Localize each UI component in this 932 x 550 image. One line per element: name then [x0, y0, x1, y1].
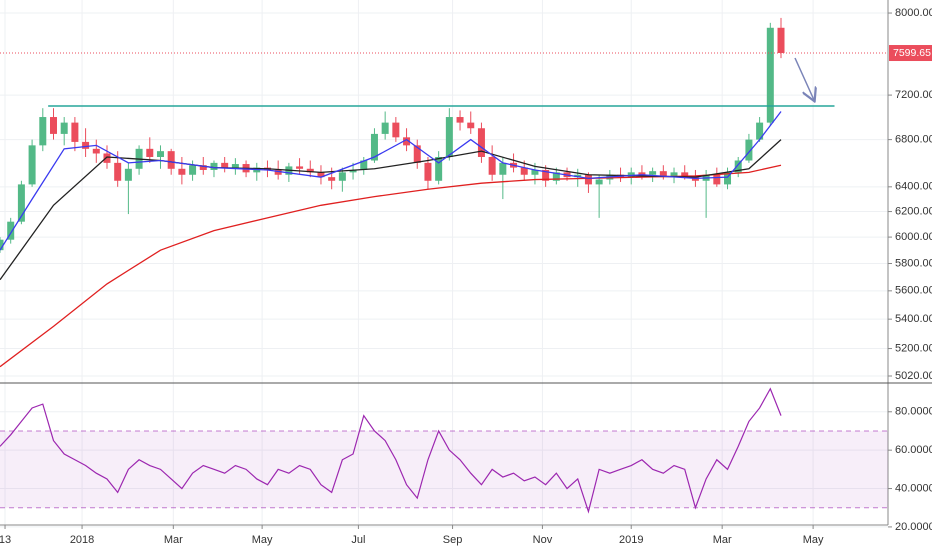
candle-body [0, 239, 4, 251]
y-tick-label: 7200.00 [895, 89, 932, 101]
candle-body [477, 128, 485, 157]
rsi-band [0, 430, 888, 508]
candle-body [595, 179, 603, 185]
candle-body [435, 156, 443, 181]
candle-body [413, 145, 421, 163]
x-tick-label: 2019 [619, 534, 643, 546]
y-tick-label: 6800.00 [895, 134, 932, 146]
candle-body [167, 151, 175, 169]
candle-body [7, 221, 15, 240]
x-tick-label: Sep [443, 534, 463, 546]
x-tick-label: 13 [0, 534, 11, 546]
candle-body [766, 27, 774, 123]
candle-body [349, 169, 357, 173]
x-tick-label: May [803, 534, 824, 546]
candle-body [49, 117, 57, 134]
candle-body [231, 164, 239, 168]
candle-body [649, 171, 657, 175]
candle-body [659, 171, 667, 176]
candle-body [756, 122, 764, 140]
candle-body [403, 137, 411, 146]
y-tick-label: 5200.00 [895, 342, 932, 354]
y-tick-label: 5800.00 [895, 257, 932, 269]
y-tick-label: 6000.00 [895, 231, 932, 243]
candle-body [328, 177, 336, 181]
candle-body [488, 156, 496, 175]
candle-body [456, 117, 464, 123]
candle-body [114, 162, 122, 181]
x-tick-label: May [252, 534, 273, 546]
candle-body [221, 162, 229, 168]
candle-body [584, 174, 592, 185]
rsi-line [0, 387, 782, 514]
candle-body [392, 122, 400, 138]
candle-body [574, 174, 582, 178]
candle-body [499, 162, 507, 175]
candle-body [627, 172, 635, 178]
candle-body [124, 168, 132, 181]
candle-body [306, 168, 314, 173]
x-tick-label: 2018 [70, 534, 94, 546]
x-tick-label: Mar [164, 534, 183, 546]
candle-body [552, 172, 560, 181]
y-tick-label: 6200.00 [895, 205, 932, 217]
candle-body [189, 165, 197, 175]
y-tick-label: 40.0000 [895, 482, 932, 494]
arrow [794, 57, 814, 100]
candle-body [92, 148, 100, 154]
candle-body [467, 122, 475, 129]
candle-body [156, 151, 164, 157]
candle-body [60, 122, 68, 134]
candle-body [542, 169, 550, 181]
candle-body [424, 162, 432, 181]
price-label-box [889, 45, 932, 62]
candle-body [103, 153, 111, 163]
candle-body [724, 172, 732, 185]
candle-body [360, 160, 368, 170]
y-tick-label: 60.0000 [895, 444, 932, 456]
candle-body [445, 117, 453, 157]
candle-body [713, 174, 721, 185]
candle-body [520, 167, 528, 175]
candle-body [681, 172, 689, 178]
candle-body [381, 122, 389, 134]
candle-body [670, 172, 678, 176]
candle-body [531, 169, 539, 175]
x-tick-label: Nov [533, 534, 553, 546]
candle-body [210, 162, 218, 170]
moving-average [0, 164, 782, 368]
moving-average [0, 111, 782, 251]
candle-body [82, 141, 90, 149]
candle-body [296, 166, 304, 169]
candle-body [17, 184, 25, 222]
candle-body [199, 165, 207, 170]
candle-body [274, 169, 282, 175]
candle-body [317, 172, 325, 178]
candle-body [28, 145, 36, 185]
y-tick-label: 6400.00 [895, 181, 932, 193]
y-tick-label: 20.0000 [895, 521, 932, 533]
y-tick-label: 80.0000 [895, 406, 932, 418]
y-tick-label: 5400.00 [895, 313, 932, 325]
y-tick-label: 5600.00 [895, 285, 932, 297]
x-tick-label: Jul [351, 534, 365, 546]
candle-body [638, 172, 646, 175]
y-tick-label: 5020.00 [895, 370, 932, 382]
price-label: 7599.65 [893, 47, 931, 59]
x-tick-label: Mar [713, 534, 732, 546]
candle-body [777, 27, 785, 53]
candle-body [338, 172, 346, 181]
candle-body [39, 117, 47, 146]
candle-body [745, 139, 753, 161]
candle-body [178, 168, 186, 175]
moving-average [0, 139, 782, 281]
y-tick-label: 8000.00 [895, 7, 932, 19]
candle-body [146, 148, 154, 157]
candle-body [370, 133, 378, 161]
candle-body [734, 160, 742, 173]
candle-body [71, 122, 79, 142]
